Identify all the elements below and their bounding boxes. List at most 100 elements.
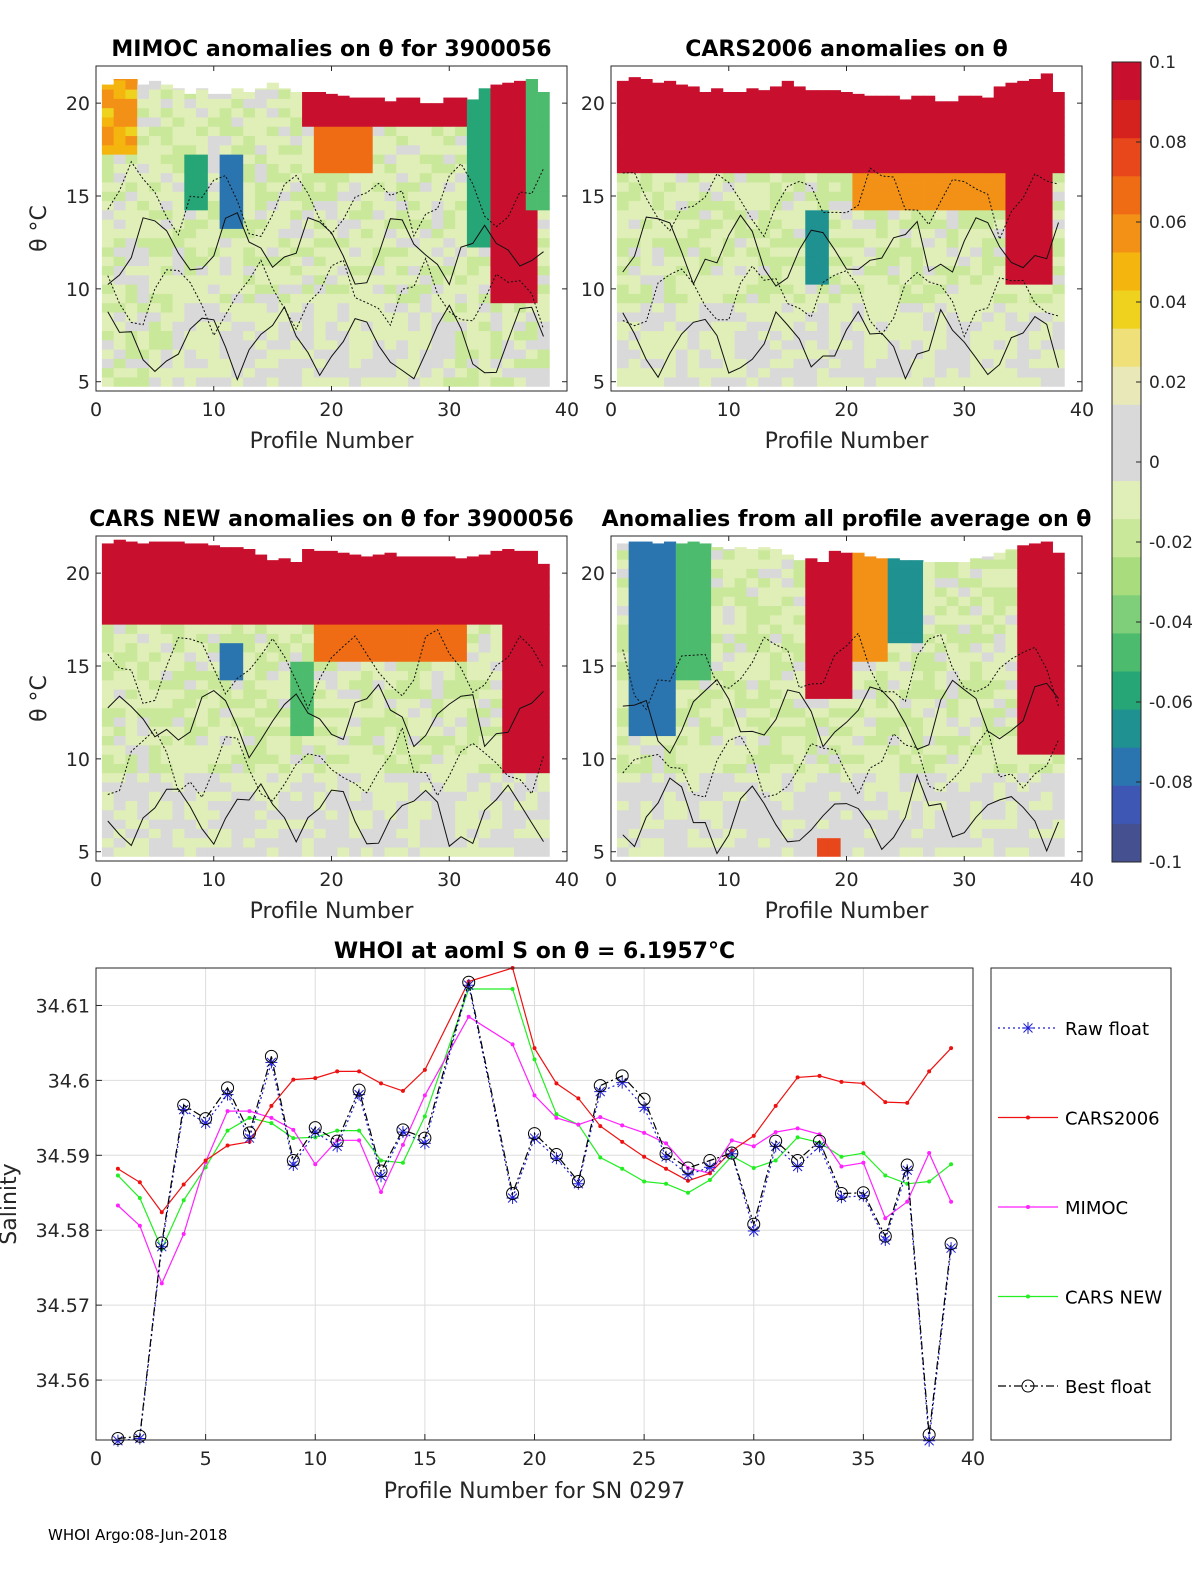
anomaly-cell bbox=[396, 191, 409, 202]
contour-line bbox=[107, 160, 544, 238]
anomaly-cell bbox=[137, 274, 150, 285]
anomaly-cell bbox=[431, 163, 444, 174]
anomaly-cell bbox=[207, 284, 221, 294]
anomaly-cell bbox=[911, 560, 924, 569]
anomaly-cell bbox=[805, 847, 818, 857]
anomaly-cell bbox=[384, 828, 397, 839]
anomaly-cell bbox=[419, 182, 432, 192]
anomaly-cell bbox=[722, 126, 736, 137]
anomaly-cell bbox=[431, 819, 444, 829]
anomaly-cell bbox=[455, 135, 468, 146]
anomaly-cell bbox=[875, 200, 889, 211]
anomaly-cell bbox=[278, 689, 291, 699]
anomaly-cell bbox=[431, 219, 444, 229]
anomaly-cell bbox=[372, 568, 385, 579]
anomaly-cell bbox=[196, 652, 209, 662]
anomaly-cell bbox=[769, 652, 783, 662]
anomaly-cell bbox=[455, 172, 468, 183]
anomaly-cell bbox=[360, 284, 374, 294]
anomaly-cell bbox=[478, 182, 491, 192]
anomaly-cell bbox=[466, 247, 480, 257]
anomaly-cell bbox=[184, 837, 197, 848]
anomaly-cell bbox=[640, 541, 653, 551]
anomaly-cell bbox=[640, 726, 653, 737]
anomaly-cell bbox=[290, 256, 303, 267]
anomaly-cell bbox=[490, 284, 503, 294]
anomaly-cell bbox=[805, 633, 818, 644]
anomaly-cell bbox=[207, 782, 221, 792]
anomaly-cell bbox=[923, 828, 936, 839]
anomaly-cell bbox=[628, 274, 641, 285]
anomaly-cell bbox=[455, 265, 468, 276]
anomaly-cell bbox=[746, 191, 759, 202]
anomaly-cell bbox=[313, 614, 327, 625]
anomaly-cell bbox=[443, 219, 456, 229]
anomaly-cell bbox=[663, 358, 677, 369]
anomaly-cell bbox=[687, 302, 700, 313]
anomaly-cell bbox=[490, 642, 503, 653]
anomaly-cell bbox=[137, 358, 150, 369]
anomaly-cell bbox=[911, 800, 924, 811]
anomaly-cell bbox=[478, 707, 491, 718]
anomaly-cell bbox=[243, 596, 256, 607]
anomaly-cell bbox=[113, 330, 126, 341]
anomaly-cell bbox=[769, 98, 783, 109]
anomaly-cell bbox=[466, 256, 480, 267]
anomaly-cell bbox=[254, 293, 268, 304]
anomaly-cell bbox=[934, 763, 947, 774]
anomaly-cell bbox=[934, 698, 947, 709]
anomaly-cell bbox=[875, 237, 889, 248]
anomaly-cell bbox=[466, 556, 480, 560]
anomaly-cell bbox=[101, 707, 115, 718]
anomaly-cell bbox=[231, 754, 244, 764]
anomaly-cell bbox=[325, 247, 338, 257]
anomaly-cell bbox=[769, 577, 783, 588]
anomaly-cell bbox=[911, 98, 924, 109]
anomaly-cell bbox=[875, 763, 889, 774]
anomaly-cell bbox=[337, 367, 350, 378]
anomaly-cell bbox=[408, 219, 421, 229]
anomaly-cell bbox=[396, 726, 409, 737]
anomaly-cell bbox=[687, 568, 700, 579]
anomaly-cell bbox=[769, 228, 783, 239]
anomaly-cell bbox=[1040, 126, 1053, 137]
anomaly-cell bbox=[675, 98, 688, 109]
anomaly-cell bbox=[172, 312, 185, 322]
anomaly-cell bbox=[384, 782, 397, 792]
anomaly-cell bbox=[923, 562, 936, 569]
anomaly-cell bbox=[711, 321, 724, 332]
anomaly-cell bbox=[184, 819, 197, 829]
anomaly-cell bbox=[455, 744, 468, 755]
anomaly-cell bbox=[231, 367, 244, 378]
anomaly-cell bbox=[101, 237, 115, 248]
anomaly-cell bbox=[699, 559, 712, 569]
anomaly-cell bbox=[793, 293, 806, 304]
anomaly-cell bbox=[852, 763, 865, 774]
anomaly-cell bbox=[864, 633, 877, 644]
anomaly-cell bbox=[734, 652, 747, 662]
anomaly-cell bbox=[840, 679, 853, 690]
anomaly-cell bbox=[443, 596, 456, 607]
anomaly-cell bbox=[616, 191, 630, 202]
anomaly-cell bbox=[946, 744, 959, 755]
anomaly-cell bbox=[431, 377, 444, 387]
anomaly-cell bbox=[663, 172, 677, 183]
anomaly-cell bbox=[981, 228, 995, 239]
anomaly-cell bbox=[101, 191, 115, 202]
anomaly-cell bbox=[746, 549, 759, 560]
anomaly-cell bbox=[254, 88, 268, 90]
anomaly-cell bbox=[266, 642, 279, 653]
anomaly-cell bbox=[148, 707, 162, 718]
anomaly-cell bbox=[525, 670, 538, 681]
anomaly-cell bbox=[372, 182, 385, 192]
anomaly-cell bbox=[254, 237, 268, 248]
anomaly-cell bbox=[663, 726, 677, 737]
anomaly-cell bbox=[993, 707, 1006, 718]
anomaly-cell bbox=[372, 274, 385, 285]
anomaly-cell bbox=[478, 754, 491, 764]
anomaly-cell bbox=[349, 228, 362, 239]
anomaly-cell bbox=[431, 209, 444, 220]
anomaly-cell bbox=[490, 679, 503, 690]
anomaly-cell bbox=[384, 772, 397, 783]
anomaly-cell bbox=[911, 568, 924, 579]
